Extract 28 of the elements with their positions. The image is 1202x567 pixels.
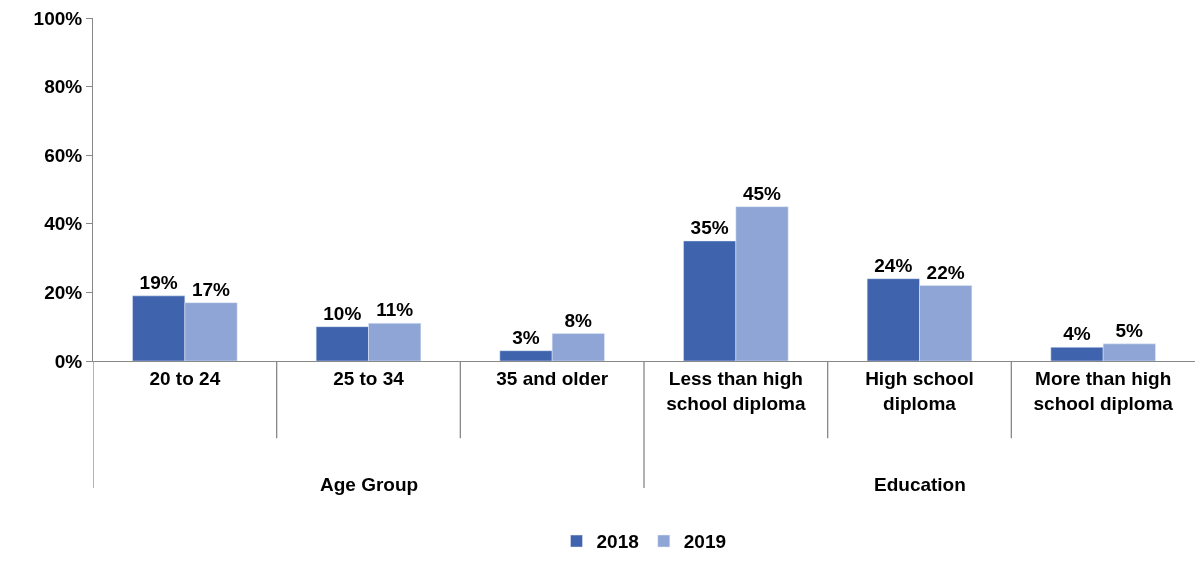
x-tick-label: 35 and older: [496, 367, 609, 389]
data-label: 19%: [139, 271, 178, 293]
data-label: 10%: [323, 302, 362, 324]
legend-label: 2018: [596, 531, 639, 553]
legend-label: 2019: [683, 531, 727, 553]
x-tick-label: 20 to 24: [149, 367, 221, 389]
data-label: 45%: [742, 182, 782, 204]
y-tick-label: 80%: [44, 76, 83, 98]
data-label: 4%: [1063, 323, 1091, 345]
y-tick-label: 0%: [54, 350, 83, 372]
data-label: 35%: [690, 216, 729, 238]
text: Age Group: [320, 474, 419, 495]
x-tick-label: More than high school diploma: [1033, 367, 1174, 414]
y-tick-label: 20%: [44, 282, 83, 304]
data-label: 5%: [1115, 319, 1144, 341]
data-label: 17%: [191, 278, 231, 300]
data-label: 8%: [564, 309, 593, 331]
data-label: 11%: [376, 299, 414, 321]
x-tick-label: High school diploma: [865, 367, 974, 414]
text: Education: [874, 474, 966, 495]
x-tick-label: Less than high school diploma: [666, 367, 806, 414]
y-tick-label: 60%: [44, 144, 83, 166]
data-label: 3%: [512, 326, 540, 348]
y-tick-label: 100%: [33, 7, 83, 29]
y-tick-label: 40%: [44, 213, 83, 235]
data-label: 22%: [926, 261, 965, 283]
data-label: 24%: [874, 254, 913, 276]
x-tick-label: 25 to 34: [333, 367, 405, 389]
